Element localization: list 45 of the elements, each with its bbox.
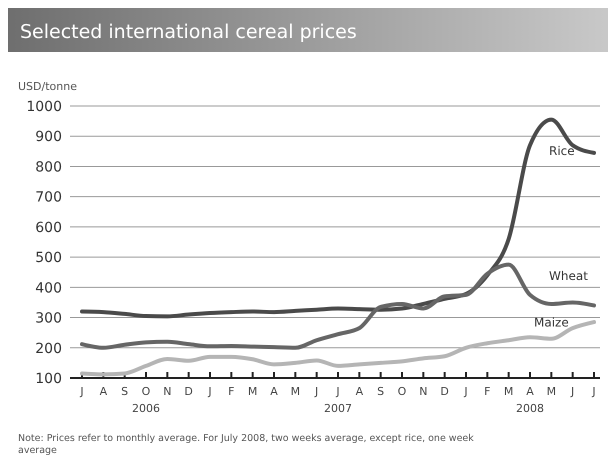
x-tick-label: F xyxy=(484,385,490,398)
x-tick-label: A xyxy=(356,385,364,398)
y-tick-label: 500 xyxy=(35,250,62,266)
x-tick-label: F xyxy=(228,385,234,398)
x-tick-label: M xyxy=(290,385,300,398)
text: 2007 xyxy=(324,402,352,415)
y-tick-label: 400 xyxy=(35,280,62,296)
x-tick-label: A xyxy=(100,385,108,398)
chart-title: Selected international cereal prices xyxy=(20,21,357,43)
series-label: Rice xyxy=(549,144,575,158)
x-tick-label: J xyxy=(591,385,596,398)
x-tick-label: O xyxy=(142,385,151,398)
y-tick-label: 900 xyxy=(35,129,62,146)
x-tick-label: D xyxy=(184,385,193,398)
series-label: Wheat xyxy=(549,269,588,284)
x-tick-label: M xyxy=(546,385,556,398)
x-tick-label: J xyxy=(335,385,340,398)
y-tick-label: 1000 xyxy=(26,99,62,115)
series-label: Maize xyxy=(534,315,569,330)
y-tick-label: 200 xyxy=(35,340,62,357)
x-tick-label: J xyxy=(570,385,574,398)
x-tick-label: D xyxy=(440,385,449,398)
y-axis-title: USD/tonne xyxy=(18,80,78,93)
x-tick-label: J xyxy=(207,385,212,398)
x-tick-label: S xyxy=(121,385,128,398)
x-tick-label: O xyxy=(398,385,407,398)
x-tick-label: S xyxy=(377,385,384,398)
x-tick-label: A xyxy=(270,385,278,398)
text: 2006 xyxy=(132,402,160,415)
y-tick-label: 600 xyxy=(35,220,62,236)
y-tick-label: 100 xyxy=(35,371,62,387)
y-tick-label: 800 xyxy=(35,159,62,176)
x-tick-label: A xyxy=(526,385,534,398)
x-tick-label: N xyxy=(419,385,428,398)
x-tick-label: J xyxy=(463,385,468,398)
y-tick-label: 700 xyxy=(35,190,62,206)
x-tick-label: M xyxy=(504,385,514,398)
text: Note: Prices refer to monthly average. For July 2008, two weeks average, except rice, one week average xyxy=(18,433,474,456)
x-tick-label: J xyxy=(79,385,84,398)
line-series xyxy=(80,262,596,350)
x-tick-label: N xyxy=(163,385,172,398)
text: 2008 xyxy=(516,402,544,415)
y-tick-label: 300 xyxy=(35,310,62,327)
x-tick-label: M xyxy=(248,385,258,398)
x-tick-label: J xyxy=(314,385,318,398)
